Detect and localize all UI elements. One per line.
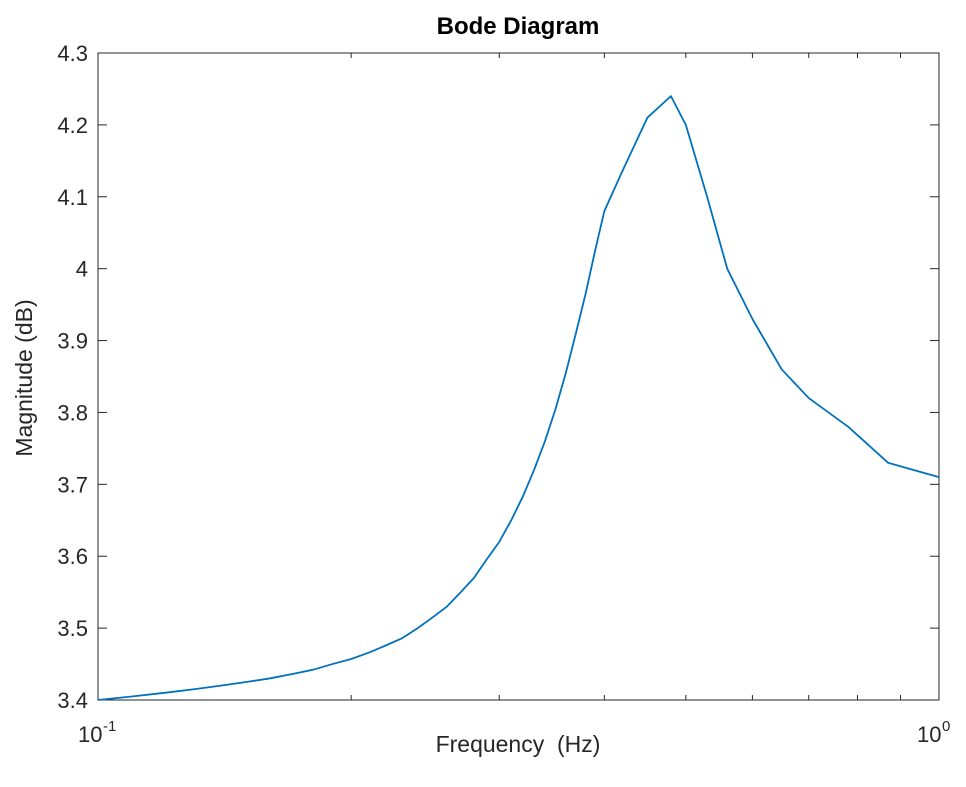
y-tick-label: 4.2 — [57, 113, 88, 138]
x-tick-label-base: 10 — [917, 722, 941, 747]
x-tick-label-exponent: -1 — [103, 718, 116, 735]
x-axis-label: Frequency (Hz) — [436, 731, 601, 757]
x-tick-label-base: 10 — [78, 722, 102, 747]
y-tick-label: 4.1 — [57, 185, 88, 210]
series-line — [97, 95, 940, 701]
x-tick-labels: 10 -1 10 0 — [78, 718, 950, 747]
y-tick-labels: 3.4 3.5 3.6 3.7 3.8 3.9 4 4.1 4.2 4.3 — [57, 41, 88, 713]
y-tick-label: 3.7 — [57, 472, 88, 497]
y-tick-label: 3.8 — [57, 400, 88, 425]
x-tick-label-exponent: 0 — [942, 718, 950, 735]
chart-title: Bode Diagram — [437, 13, 600, 40]
y-tick-label: 3.6 — [57, 544, 88, 569]
x-tick-label: 10 0 — [917, 718, 950, 747]
x-tick-label: 10 -1 — [78, 718, 116, 747]
y-axis-label: Magnitude (dB) — [11, 299, 37, 456]
axes-box — [97, 52, 940, 701]
y-tick-label: 4 — [76, 257, 88, 282]
y-tick-label: 3.5 — [57, 616, 88, 641]
plot-area — [97, 52, 940, 701]
y-tick-label: 3.4 — [57, 688, 88, 713]
y-tick-label: 4.3 — [57, 41, 88, 66]
y-tick-label: 3.9 — [57, 329, 88, 354]
